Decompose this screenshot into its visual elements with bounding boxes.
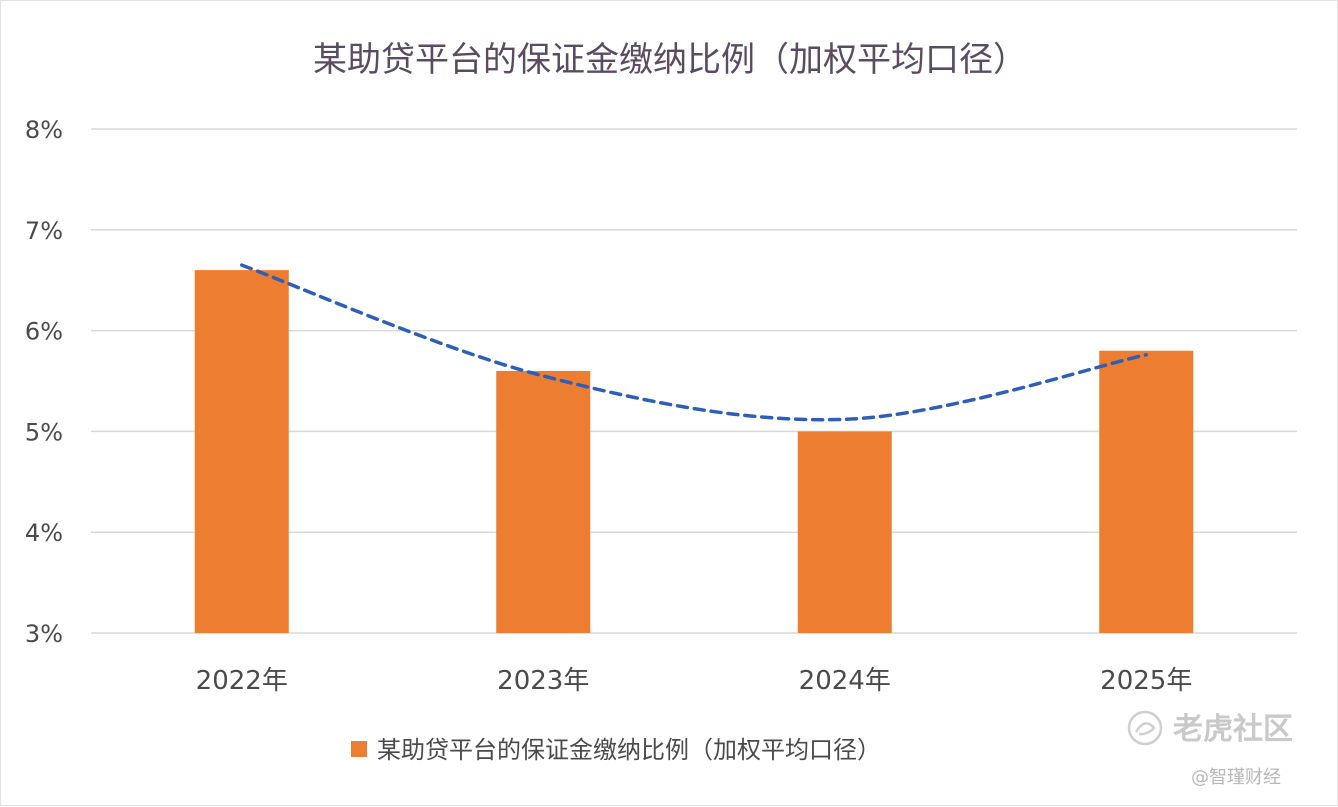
watermark-brand: 老虎社区 bbox=[1173, 712, 1293, 747]
y-tick-label: 6% bbox=[25, 318, 63, 346]
x-tick-label: 2022年 bbox=[196, 666, 288, 696]
watermark: 老虎社区 @智瑾财经 bbox=[1127, 710, 1293, 788]
y-tick-label: 4% bbox=[25, 519, 63, 547]
y-axis-ticks: 3% 4% 5% 6% 7% 8% bbox=[25, 116, 63, 648]
y-tick-label: 8% bbox=[25, 116, 63, 144]
x-tick-label: 2023年 bbox=[497, 666, 589, 696]
y-tick-label: 3% bbox=[25, 620, 63, 648]
y-tick-label: 5% bbox=[25, 418, 63, 446]
legend: 某助贷平台的保证金缴纳比例（加权平均口径） bbox=[351, 736, 881, 764]
tiger-logo-icon bbox=[1127, 710, 1163, 746]
bar bbox=[496, 370, 591, 633]
bar bbox=[194, 270, 289, 633]
chart-title: 某助贷平台的保证金缴纳比例（加权平均口径） bbox=[313, 40, 1027, 80]
trendline bbox=[240, 263, 1148, 422]
bars bbox=[194, 270, 1194, 633]
x-tick-label: 2025年 bbox=[1100, 666, 1192, 696]
legend-swatch bbox=[351, 741, 367, 757]
bar bbox=[797, 431, 892, 633]
trendline-path bbox=[240, 263, 1148, 422]
legend-label: 某助贷平台的保证金缴纳比例（加权平均口径） bbox=[377, 736, 881, 764]
x-tick-label: 2024年 bbox=[799, 666, 891, 696]
x-axis-ticks: 2022年 2023年 2024年 2025年 bbox=[196, 666, 1193, 696]
watermark-credit: @智瑾财经 bbox=[1191, 767, 1281, 788]
bar bbox=[1099, 350, 1194, 633]
grid-lines bbox=[91, 128, 1297, 634]
y-tick-label: 7% bbox=[25, 217, 63, 245]
